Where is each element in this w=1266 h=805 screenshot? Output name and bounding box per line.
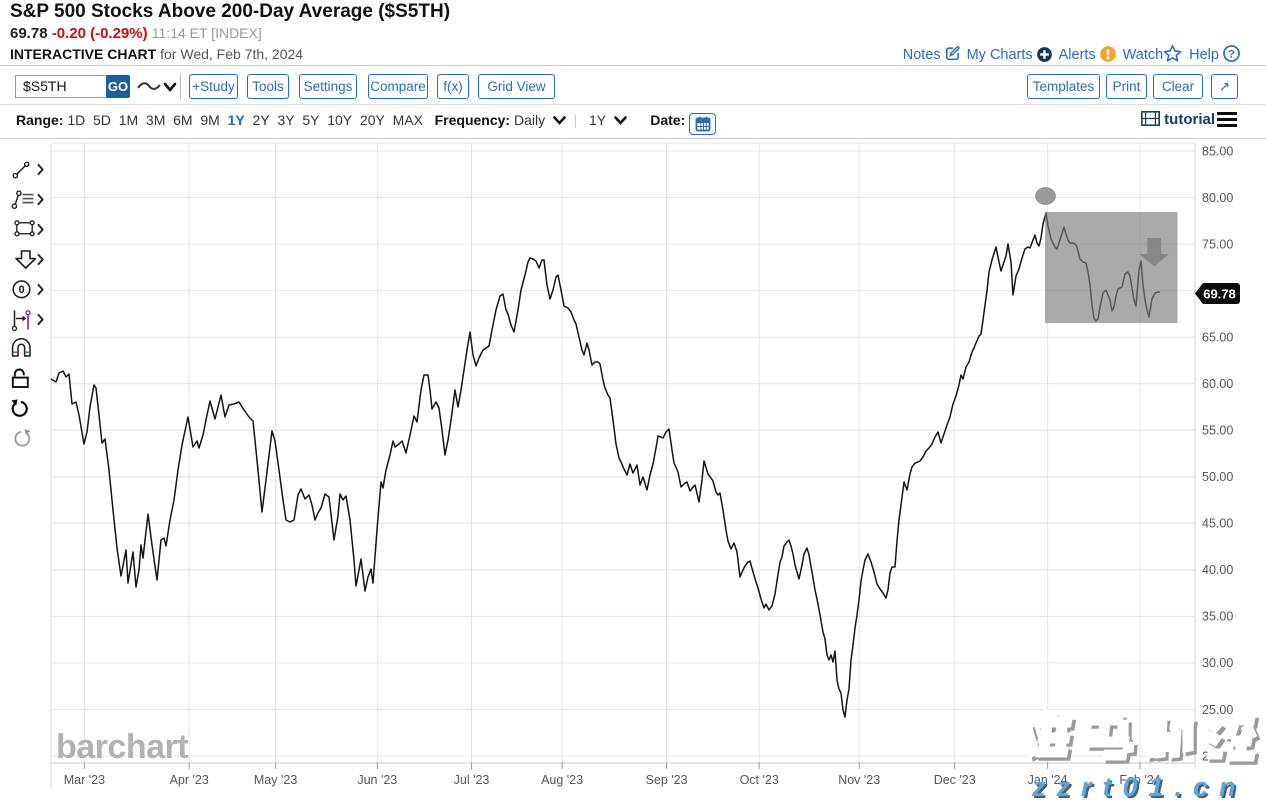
svg-text:Apr '23: Apr '23 — [170, 773, 209, 787]
svg-text:Dec '23: Dec '23 — [934, 773, 976, 787]
svg-text:Oct '23: Oct '23 — [740, 773, 779, 787]
svg-text:Mar '23: Mar '23 — [64, 773, 105, 787]
svg-text:75.00: 75.00 — [1202, 237, 1233, 251]
svg-text:35.00: 35.00 — [1202, 610, 1233, 624]
svg-text:Sep '23: Sep '23 — [646, 773, 688, 787]
svg-text:50.00: 50.00 — [1202, 470, 1233, 484]
svg-text:55.00: 55.00 — [1202, 424, 1233, 438]
svg-text:85.00: 85.00 — [1202, 144, 1233, 158]
svg-text:Jun '23: Jun '23 — [357, 773, 397, 787]
svg-text:Aug '23: Aug '23 — [541, 773, 583, 787]
svg-text:?: ? — [1228, 48, 1235, 60]
svg-text:Feb '24: Feb '24 — [1119, 773, 1160, 787]
svg-text:May '23: May '23 — [254, 773, 297, 787]
svg-text:barchart: barchart — [56, 728, 188, 766]
svg-text:65.00: 65.00 — [1202, 331, 1233, 345]
svg-text:Nov '23: Nov '23 — [838, 773, 880, 787]
svg-text:45.00: 45.00 — [1202, 517, 1233, 531]
svg-text:69.78: 69.78 — [1203, 286, 1236, 301]
svg-text:25.00: 25.00 — [1202, 703, 1233, 717]
svg-text:40.00: 40.00 — [1202, 563, 1233, 577]
svg-text:Jul '23: Jul '23 — [454, 773, 490, 787]
svg-text:60.00: 60.00 — [1202, 377, 1233, 391]
svg-text:30.00: 30.00 — [1202, 656, 1233, 670]
svg-text:0: 0 — [18, 284, 24, 296]
svg-text:80.00: 80.00 — [1202, 191, 1233, 205]
svg-text:Jan '24: Jan '24 — [1028, 773, 1068, 787]
